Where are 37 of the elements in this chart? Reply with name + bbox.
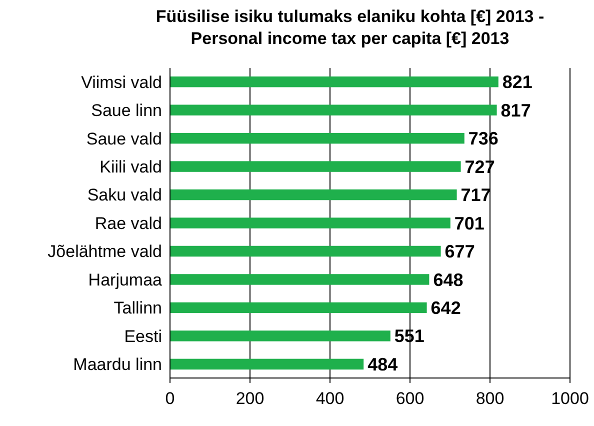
y-tick-label: Maardu linn xyxy=(73,355,162,374)
chart-title: Füüsilise isiku tulumaks elaniku kohta [€] 2013 - Personal income tax per capita [€] 2013 xyxy=(156,7,544,48)
y-tick-label: Saku vald xyxy=(87,186,162,205)
y-tick-label: Harjumaa xyxy=(88,270,163,290)
bar xyxy=(170,104,497,116)
data-label: 701 xyxy=(454,213,484,234)
bar xyxy=(170,246,441,257)
bar xyxy=(170,189,457,200)
bar xyxy=(170,218,450,228)
bar xyxy=(170,274,430,285)
data-label: 642 xyxy=(430,298,461,318)
x-tick-label: 600 xyxy=(396,389,424,408)
x-tick-label: 400 xyxy=(316,389,344,408)
bar xyxy=(170,132,464,144)
y-tick-label: Eesti xyxy=(124,326,162,346)
y-tick-label: Rae vald xyxy=(94,214,162,233)
x-tick-label: 200 xyxy=(236,389,264,408)
y-tick-label: Kiili vald xyxy=(100,157,162,176)
bar xyxy=(170,330,390,342)
bar xyxy=(170,358,364,370)
bar xyxy=(170,302,427,314)
bar xyxy=(170,76,498,88)
data-label: 717 xyxy=(460,185,491,206)
data-label: 677 xyxy=(444,242,475,262)
y-tick-label: Tallinn xyxy=(114,298,162,318)
x-tick-label: 0 xyxy=(165,389,175,408)
y-tick-label: Saue vald xyxy=(86,129,162,148)
data-label: 821 xyxy=(502,72,532,92)
data-label: 484 xyxy=(368,354,398,374)
x-tick-label: 800 xyxy=(476,389,504,408)
y-tick-label: Jõelähtme vald xyxy=(48,242,162,262)
data-label: 817 xyxy=(500,100,531,120)
bar xyxy=(170,161,461,172)
data-label: 648 xyxy=(433,270,464,290)
y-tick-label: Saue linn xyxy=(91,101,162,120)
y-tick-label: Viimsi vald xyxy=(81,72,162,92)
x-tick-label: 1000 xyxy=(551,389,589,408)
